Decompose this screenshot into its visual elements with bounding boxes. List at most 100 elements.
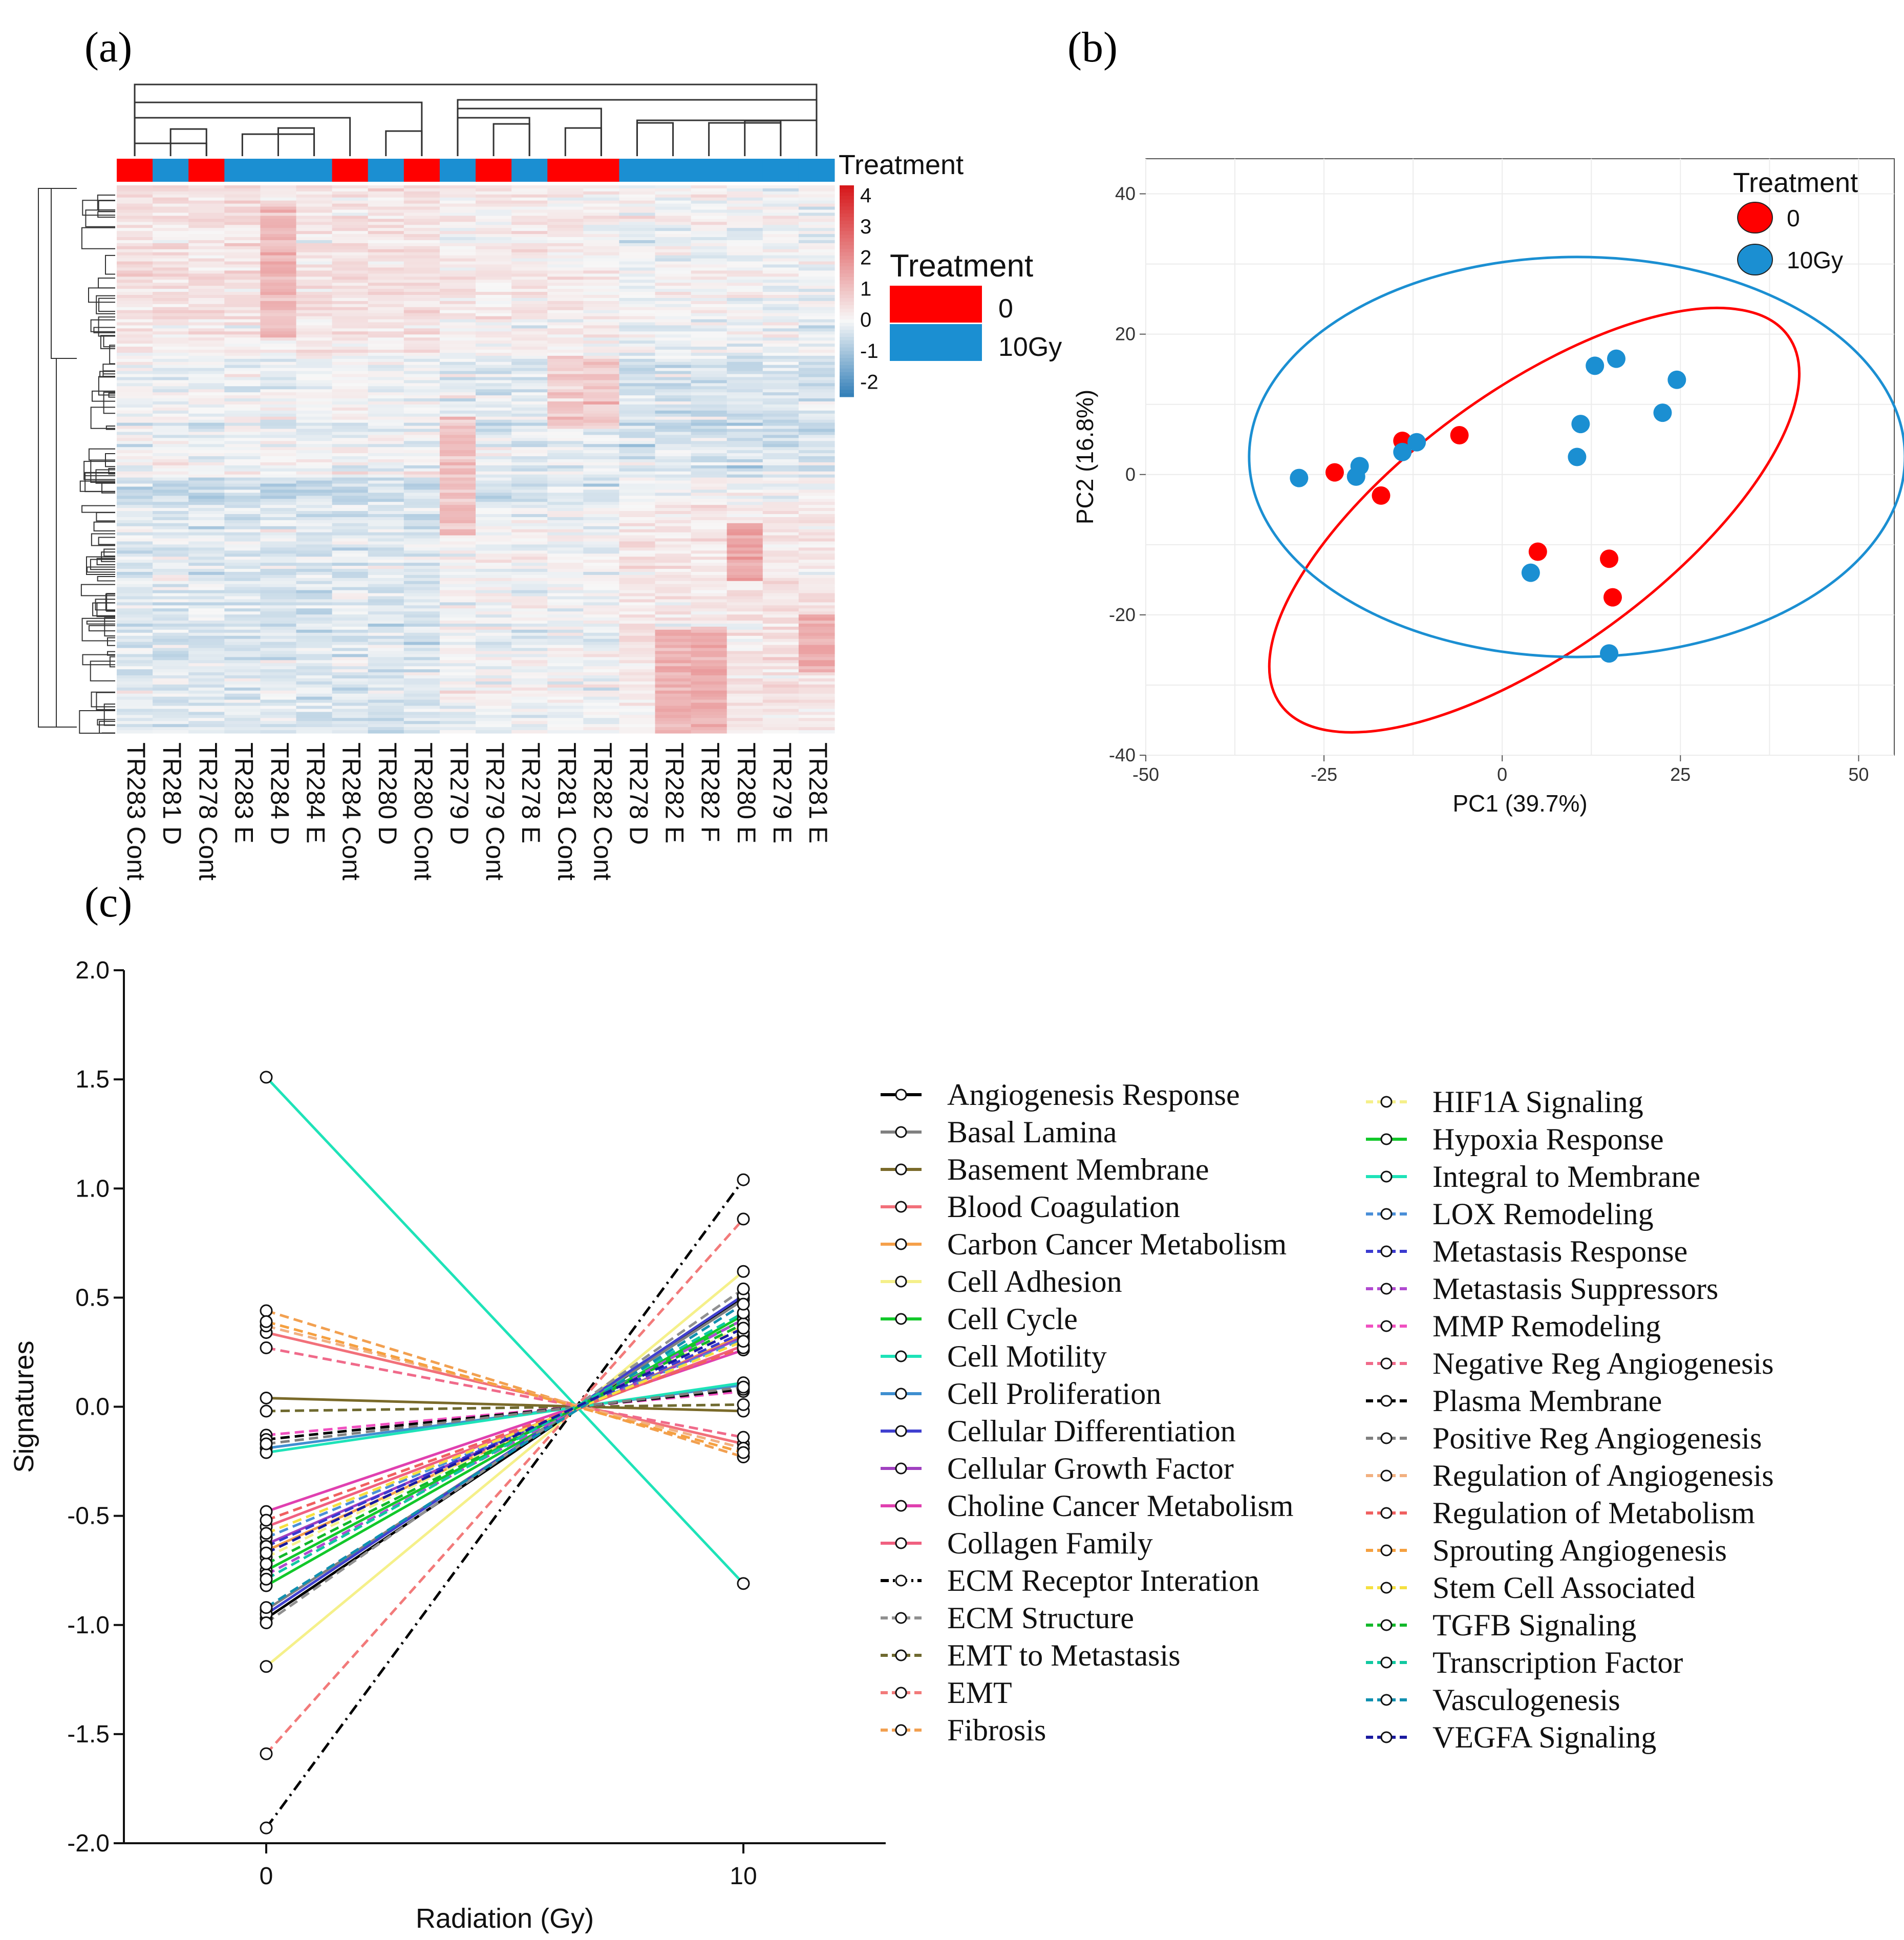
heatmap-cell <box>583 541 619 545</box>
heatmap-cell <box>117 642 153 646</box>
heatmap-cell <box>726 355 763 359</box>
heatmap-cell <box>368 544 404 548</box>
heatmap-cell <box>117 526 153 530</box>
heatmap-cell <box>726 486 763 491</box>
heatmap-cell <box>188 331 225 335</box>
heatmap-cell <box>762 331 799 335</box>
heatmap-cell <box>153 231 189 234</box>
heatmap-cell <box>547 480 584 484</box>
signature-line <box>266 1403 744 1413</box>
heatmap-cell <box>726 690 763 694</box>
heatmap-cell <box>439 569 476 572</box>
heatmap-cell <box>224 438 261 441</box>
signature-line <box>265 1179 745 1829</box>
heatmap-cell <box>798 477 835 481</box>
heatmap-cell <box>224 648 261 652</box>
heatmap-cell <box>117 638 153 643</box>
heatmap-cell <box>260 270 297 274</box>
heatmap-cell <box>547 587 584 591</box>
heatmap-cell <box>762 185 799 189</box>
heatmap-cell <box>439 690 476 694</box>
heatmap-cell <box>511 632 548 636</box>
heatmap-cell <box>619 721 656 724</box>
heatmap-cell <box>762 684 799 688</box>
heatmap-cell <box>511 529 548 533</box>
heatmap-column-label: TR280 E <box>732 742 761 843</box>
heatmap-cell <box>655 358 692 363</box>
heatmap-cell <box>583 401 619 405</box>
heatmap-cell <box>762 578 799 582</box>
heatmap-cell <box>583 441 619 444</box>
heatmap-cell <box>403 237 440 241</box>
heatmap-cell <box>188 675 225 679</box>
heatmap-cell <box>691 389 728 393</box>
colorbar-step <box>840 308 854 313</box>
heatmap-cell <box>296 319 333 323</box>
heatmap-cell <box>511 340 548 344</box>
heatmap-cell <box>188 371 225 375</box>
heatmap-cell <box>224 587 261 591</box>
heatmap-cell <box>260 209 297 214</box>
heatmap-cell <box>153 374 189 378</box>
heatmap-cell <box>583 261 619 265</box>
heatmap-cell <box>296 489 333 493</box>
heatmap-cell <box>762 286 799 289</box>
signature-y-tick-label: -1.0 <box>67 1612 110 1639</box>
heatmap-cell <box>296 602 333 606</box>
heatmap-cell <box>188 188 225 192</box>
heatmap-cell <box>726 280 763 283</box>
dendrogram-branch <box>106 637 115 646</box>
heatmap-cell <box>332 532 369 536</box>
heatmap-cell <box>439 629 476 633</box>
heatmap-cell <box>224 243 261 247</box>
heatmap-cell <box>762 541 799 545</box>
heatmap-cell <box>368 651 404 655</box>
heatmap-cell <box>583 681 619 685</box>
heatmap-cell <box>798 672 835 676</box>
heatmap-cell <box>260 407 297 411</box>
heatmap-cell <box>188 468 225 472</box>
heatmap-cell <box>691 188 728 192</box>
heatmap-cell <box>726 292 763 295</box>
heatmap-cell <box>476 197 512 201</box>
heatmap-cell <box>188 712 225 715</box>
signature-y-tick-label: -2.0 <box>67 1830 110 1857</box>
heatmap-cell <box>403 617 440 621</box>
heatmap-cell <box>368 203 404 207</box>
heatmap-cell <box>260 724 297 728</box>
heatmap-cell <box>762 228 799 231</box>
heatmap-cell <box>476 435 512 438</box>
heatmap-cell <box>332 453 369 457</box>
heatmap-cell <box>260 297 297 302</box>
heatmap-cell <box>296 721 333 724</box>
heatmap-cell <box>188 365 225 369</box>
heatmap-cell <box>619 219 656 222</box>
heatmap-cell <box>511 358 548 363</box>
heatmap-cell <box>332 398 369 402</box>
heatmap-cell <box>117 276 153 280</box>
heatmap-cell <box>260 715 297 718</box>
heatmap-cell <box>224 188 261 192</box>
heatmap-cell <box>224 325 261 329</box>
heatmap-cell <box>439 389 476 393</box>
heatmap-cell <box>583 276 619 280</box>
heatmap-cell <box>762 626 799 630</box>
heatmap-cell <box>691 450 728 454</box>
heatmap-cell <box>511 465 548 469</box>
heatmap-cell <box>188 727 225 731</box>
heatmap-cell <box>655 377 692 381</box>
heatmap-cell <box>153 560 189 563</box>
heatmap-cell <box>296 228 333 231</box>
heatmap-cell <box>726 453 763 457</box>
heatmap-cell <box>368 380 404 383</box>
heatmap-cell <box>117 441 153 444</box>
heatmap-cell <box>117 249 153 253</box>
heatmap-cell <box>260 240 297 244</box>
heatmap-cell <box>403 261 440 265</box>
heatmap-cell <box>188 429 225 433</box>
heatmap-cell <box>224 386 261 390</box>
heatmap-cell <box>762 648 799 652</box>
heatmap-cell <box>296 657 333 660</box>
heatmap-cell <box>619 538 656 542</box>
heatmap-cell <box>260 200 297 204</box>
